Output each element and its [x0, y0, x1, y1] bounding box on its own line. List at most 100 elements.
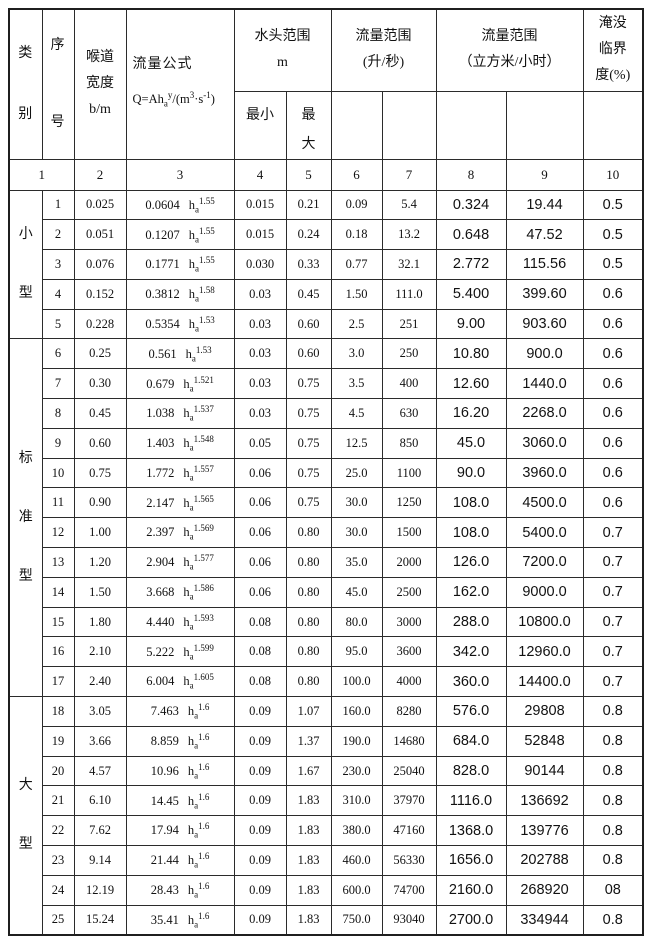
cell-serial: 5 — [41, 308, 75, 340]
formula-exponent: 1.599 — [193, 642, 214, 653]
cell-flow-m3h-min: 162.0 — [435, 576, 507, 608]
formula-coefficient: 0.1207 — [145, 227, 180, 242]
cell-formula: 17.94 ha1.6 — [125, 815, 235, 847]
cell-flow-m3h-min: 2.772 — [435, 249, 507, 280]
cell-flow-m3h-min: 1656.0 — [435, 845, 507, 876]
cell-flow-m3h-min: 108.0 — [435, 517, 507, 549]
cell-flow-ls-max: 8280 — [381, 696, 437, 727]
header-submergence-line: 临界 — [598, 42, 627, 58]
cell-flow-ls-min: 30.0 — [330, 517, 383, 549]
formula-ha-sub: a — [189, 621, 194, 632]
cell-flow-m3h-min: 9.00 — [435, 308, 507, 340]
cell-flow-ls-max: 25040 — [381, 755, 437, 787]
cell-head-min: 0.08 — [233, 636, 287, 668]
cell-flow-m3h-max: 115.56 — [505, 249, 584, 280]
cell-submergence: 0.8 — [582, 904, 644, 936]
cell-formula: 2.904 ha1.577 — [125, 547, 235, 578]
formula-coefficient: 0.1771 — [145, 257, 180, 272]
table-row: 4 0.152 0.3812 ha1.58 0.03 0.45 1.50 111.0 5.400… — [9, 278, 644, 310]
formula-ha-term: ha1.6 — [187, 702, 210, 721]
cell-formula: 14.45 ha1.6 — [125, 785, 235, 817]
formula-coefficient: 1.403 — [146, 436, 175, 451]
cell-submergence: 0.6 — [582, 278, 644, 310]
cell-flow-m3h-max: 29808 — [505, 696, 584, 727]
cell-head-min: 0.09 — [233, 725, 287, 757]
cell-formula: 0.1207 ha1.55 — [125, 219, 235, 251]
cell-head-max: 0.75 — [285, 398, 332, 429]
cell-formula: 1.772 ha1.557 — [125, 457, 235, 489]
cell-flow-m3h-min: 45.0 — [435, 427, 507, 459]
category-label: 小型 — [8, 189, 43, 340]
cell-head-max: 1.83 — [285, 904, 332, 936]
cell-serial: 10 — [41, 457, 75, 489]
column-number: 9 — [505, 158, 584, 191]
table-body: 小型 1 0.025 0.0604 ha1.55 0.015 0.21 0.09 5.4 0.32… — [8, 189, 644, 936]
formula-exponent: 1.593 — [193, 612, 214, 623]
formula-ha-term: ha1.521 — [183, 374, 214, 393]
formula-ha-sub: a — [194, 919, 199, 930]
formula-ha-term: ha1.537 — [183, 404, 214, 423]
header-head-range-unit: m — [277, 55, 288, 71]
formula-ha-sub: a — [194, 204, 199, 215]
cell-flow-ls-min: 3.0 — [330, 338, 383, 370]
table-row: 标准型 6 0.25 0.561 ha1.53 0.03 0.60 3.0 250 10.80 90… — [8, 338, 644, 698]
formula-ha-sub: a — [189, 680, 194, 691]
cell-flow-ls-min: 35.0 — [330, 547, 383, 578]
cell-flow-m3h-max: 12960.0 — [505, 636, 584, 668]
formula-ha-term: ha1.53 — [188, 314, 215, 334]
column-number: 8 — [435, 158, 507, 191]
cell-head-min: 0.09 — [233, 874, 287, 906]
header-category-char: 类 — [18, 46, 34, 62]
cell-head-max: 0.75 — [285, 457, 332, 489]
header-category-char: 别 — [18, 107, 34, 123]
formula-exponent: 1.537 — [193, 404, 214, 415]
cell-flow-m3h-max: 3060.0 — [505, 427, 584, 459]
formula-coefficient: 1.772 — [146, 465, 175, 480]
cell-flow-ls-max: 111.0 — [381, 278, 437, 310]
cell-flow-ls-min: 3.5 — [330, 368, 383, 400]
cell-formula: 8.859 ha1.6 — [125, 725, 235, 757]
cell-head-max: 0.80 — [285, 517, 332, 549]
cell-flow-ls-min: 80.0 — [330, 606, 383, 638]
formula-exponent: 1.6 — [198, 851, 210, 862]
cell-flow-m3h-max: 1440.0 — [505, 368, 584, 400]
cell-head-max: 0.45 — [285, 278, 332, 310]
cell-throat-width: 0.076 — [73, 249, 127, 280]
formula-coefficient: 1.038 — [146, 406, 175, 421]
cell-head-min: 0.015 — [233, 189, 287, 221]
table-row: 24 12.19 28.43 ha1.6 0.09 1.83 600.0 74700 2160.… — [9, 874, 644, 906]
table-row: 小型 1 0.025 0.0604 ha1.55 0.015 0.21 0.09 5.4 0.32… — [8, 189, 644, 340]
cell-formula: 6.004 ha1.605 — [125, 666, 235, 698]
cell-head-max: 0.75 — [285, 487, 332, 519]
cell-head-max: 0.60 — [285, 338, 332, 370]
cell-submergence: 0.6 — [582, 368, 644, 400]
cell-serial: 8 — [41, 398, 75, 429]
cell-submergence: 0.8 — [582, 815, 644, 847]
cell-submergence: 0.8 — [582, 725, 644, 757]
formula-ha-sub: a — [194, 800, 199, 811]
formula-exponent: 1.58 — [198, 284, 215, 295]
cell-flow-ls-max: 13.2 — [381, 219, 437, 251]
cell-formula: 5.222 ha1.599 — [125, 636, 235, 668]
formula-ha-term: ha1.55 — [188, 225, 215, 245]
cell-throat-width: 1.00 — [73, 517, 127, 549]
cell-head-min: 0.08 — [233, 666, 287, 698]
cell-head-max: 1.83 — [285, 785, 332, 817]
header-serial: 序 号 — [41, 8, 75, 160]
cell-flow-ls-max: 93040 — [381, 904, 437, 936]
cell-submergence: 0.6 — [582, 457, 644, 489]
header-formula-title: 流量公式 — [132, 56, 193, 72]
cell-serial: 23 — [41, 845, 75, 876]
cell-head-max: 0.80 — [285, 606, 332, 638]
cell-flow-m3h-min: 1116.0 — [435, 785, 507, 817]
cell-formula: 35.41 ha1.6 — [125, 904, 235, 936]
cell-formula: 2.147 ha1.565 — [125, 487, 235, 519]
cell-flow-m3h-max: 334944 — [505, 904, 584, 936]
cell-flow-ls-min: 160.0 — [330, 696, 383, 727]
cell-flow-m3h-min: 108.0 — [435, 487, 507, 519]
cell-flow-m3h-max: 9000.0 — [505, 576, 584, 608]
cell-throat-width: 1.80 — [73, 606, 127, 638]
cell-formula: 1.403 ha1.548 — [125, 427, 235, 459]
formula-ha-term: ha1.565 — [183, 493, 214, 513]
formula-exponent: 1.6 — [198, 702, 210, 713]
